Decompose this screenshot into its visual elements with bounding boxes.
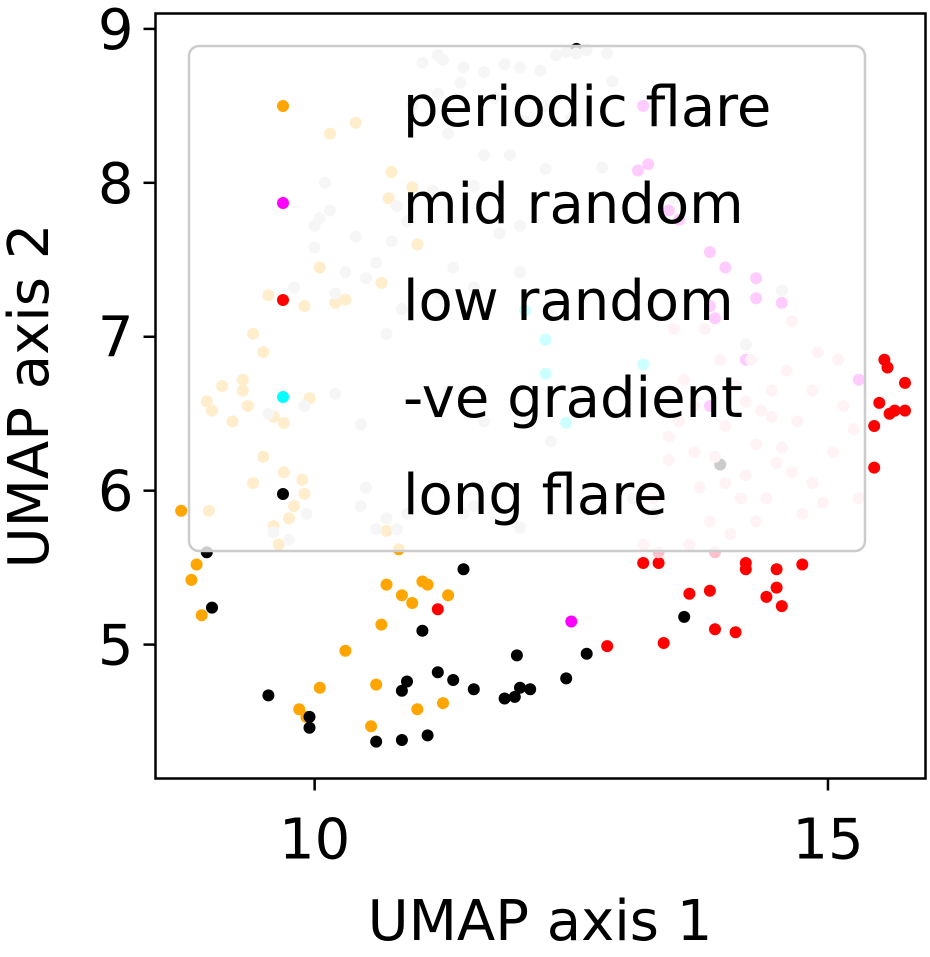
data-point bbox=[313, 681, 326, 694]
data-point bbox=[395, 734, 408, 746]
data-point bbox=[416, 624, 429, 637]
legend-label: long flare bbox=[403, 463, 668, 528]
y-tick-label: 8 bbox=[98, 152, 134, 217]
data-point bbox=[303, 710, 316, 723]
data-point bbox=[678, 610, 691, 623]
y-tick-label: 6 bbox=[98, 460, 134, 525]
data-point bbox=[401, 675, 413, 688]
data-point bbox=[508, 690, 521, 703]
data-point bbox=[206, 601, 218, 614]
data-point bbox=[770, 581, 783, 594]
legend-label: periodic flare bbox=[403, 75, 771, 140]
data-point bbox=[637, 557, 650, 569]
data-point bbox=[868, 461, 881, 474]
legend-frame bbox=[187, 44, 867, 553]
legend-marker bbox=[277, 391, 289, 403]
legend-marker bbox=[277, 294, 289, 306]
data-point bbox=[262, 689, 275, 702]
legend: periodic flare mid random low random -ve gr… bbox=[187, 44, 867, 553]
data-point bbox=[657, 637, 670, 649]
data-point bbox=[185, 573, 198, 586]
data-point bbox=[881, 361, 894, 374]
data-point bbox=[395, 684, 408, 697]
data-point bbox=[601, 640, 614, 653]
legend-marker bbox=[277, 100, 289, 112]
data-point bbox=[442, 589, 455, 602]
y-tick-label: 9 bbox=[98, 0, 134, 63]
data-point bbox=[437, 697, 449, 710]
data-point bbox=[739, 563, 752, 576]
data-point bbox=[796, 558, 809, 571]
data-point bbox=[431, 603, 444, 616]
data-point bbox=[899, 404, 911, 417]
data-point bbox=[421, 578, 434, 591]
data-point bbox=[510, 649, 523, 662]
data-point bbox=[565, 615, 578, 628]
legend-marker bbox=[277, 488, 289, 500]
y-axis-label: UMAP axis 2 bbox=[0, 224, 62, 569]
legend-label: low random bbox=[403, 269, 734, 334]
data-point bbox=[652, 557, 665, 569]
data-point bbox=[195, 609, 208, 622]
data-point bbox=[375, 618, 388, 631]
data-point bbox=[190, 558, 203, 571]
data-point bbox=[709, 623, 721, 636]
legend-label: mid random bbox=[403, 172, 744, 237]
data-point bbox=[365, 720, 378, 733]
data-point bbox=[303, 721, 316, 734]
data-point bbox=[395, 589, 408, 602]
data-point bbox=[683, 587, 696, 600]
data-point bbox=[775, 600, 788, 613]
data-point bbox=[498, 692, 511, 705]
data-point bbox=[457, 563, 470, 576]
data-point bbox=[339, 644, 352, 657]
data-point bbox=[431, 666, 444, 679]
legend-marker bbox=[277, 197, 289, 209]
data-point bbox=[873, 396, 886, 409]
data-point bbox=[524, 683, 537, 696]
data-point bbox=[580, 647, 593, 660]
x-tick-label: 10 bbox=[279, 808, 350, 873]
ticks-layer: 10 15 5 6 7 8 9 bbox=[98, 0, 864, 873]
data-point bbox=[370, 735, 383, 748]
data-point bbox=[514, 681, 526, 694]
x-tick-label: 15 bbox=[792, 808, 863, 873]
data-point bbox=[421, 729, 434, 742]
data-point bbox=[760, 590, 773, 603]
legend-label: -ve gradient bbox=[403, 366, 743, 431]
y-tick-label: 7 bbox=[98, 306, 134, 371]
data-point bbox=[703, 584, 716, 597]
data-point bbox=[467, 683, 480, 696]
data-point bbox=[447, 674, 460, 686]
data-point bbox=[729, 626, 742, 639]
data-point bbox=[883, 407, 896, 420]
data-point bbox=[899, 376, 911, 389]
data-point bbox=[560, 672, 573, 685]
y-tick-label: 5 bbox=[98, 614, 134, 679]
data-point bbox=[175, 504, 188, 517]
plot-frame bbox=[154, 12, 927, 780]
legend-entries: periodic flare mid random low random -ve gr… bbox=[277, 75, 771, 528]
data-point bbox=[411, 703, 424, 716]
data-point bbox=[770, 563, 783, 576]
data-point bbox=[406, 597, 419, 609]
data-point bbox=[370, 678, 383, 691]
data-point bbox=[293, 703, 306, 716]
data-point bbox=[868, 420, 881, 432]
data-point bbox=[380, 578, 393, 591]
x-axis-label: UMAP axis 1 bbox=[368, 889, 713, 954]
